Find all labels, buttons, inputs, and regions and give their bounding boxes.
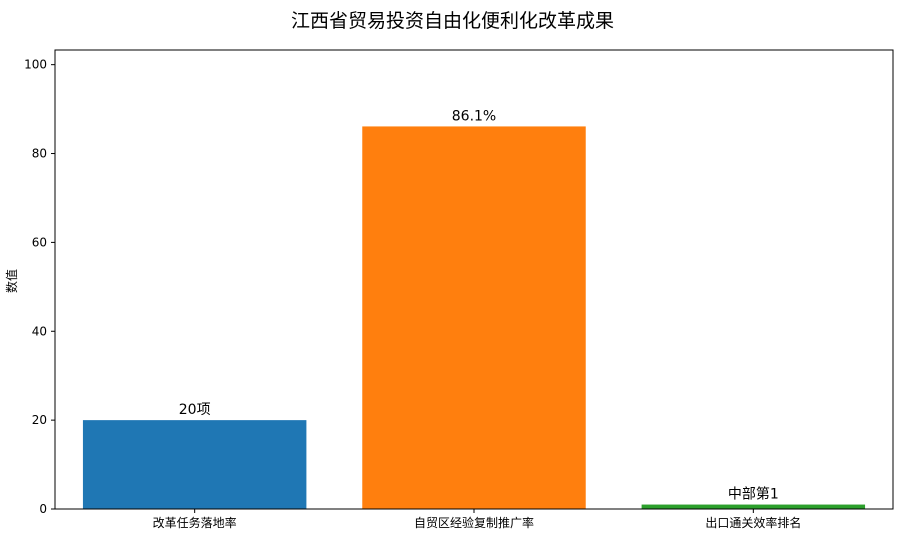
x-tick-label: 自贸区经验复制推广率 (414, 515, 534, 530)
bar-value-label: 86.1% (452, 108, 496, 124)
bar-value-label: 中部第1 (728, 486, 779, 503)
x-tick-label: 出口通关效率排名 (705, 515, 801, 530)
y-tick-label: 20 (32, 413, 47, 427)
y-tick-label: 80 (32, 147, 47, 161)
y-tick-label: 40 (32, 324, 47, 338)
chart-title: 江西省贸易投资自由化便利化改革成果 (290, 10, 614, 32)
bar (82, 420, 307, 509)
bar-value-label: 20项 (179, 402, 211, 418)
y-tick-label: 0 (39, 502, 47, 516)
y-tick-label: 100 (24, 58, 47, 72)
bar (641, 504, 866, 509)
y-axis-title: 数值 (4, 269, 19, 293)
y-axis: 0 20 40 60 80 100 (24, 58, 55, 516)
x-tick-label: 改革任务落地率 (153, 515, 237, 530)
y-tick-label: 60 (32, 235, 47, 249)
bar (362, 126, 586, 510)
x-axis: 改革任务落地率 自贸区经验复制推广率 出口通关效率排名 (153, 509, 801, 530)
plot-area: 20项 86.1% 中部第1 (82, 108, 866, 510)
